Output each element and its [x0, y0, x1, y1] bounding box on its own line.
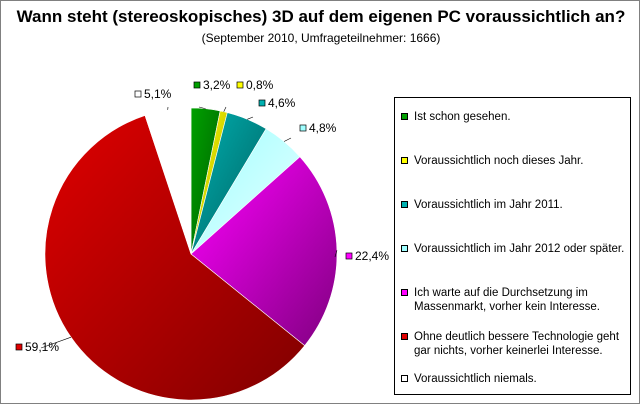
legend-swatch — [401, 375, 408, 382]
legend-swatch — [401, 157, 408, 164]
data-label-swatch — [345, 252, 353, 260]
data-label: 22,4% — [355, 249, 389, 263]
legend-label: Voraussichtlich noch dieses Jahr. — [414, 155, 584, 167]
data-label: 4,8% — [309, 121, 337, 135]
leader-line — [40, 336, 72, 349]
data-label-swatch — [134, 90, 142, 98]
legend-item: Voraussichtlich im Jahr 2011. — [401, 198, 629, 212]
chart-subtitle: (September 2010, Umfrageteilnehmer: 1666… — [201, 31, 441, 45]
legend-swatch — [401, 333, 408, 340]
legend-swatch — [401, 289, 408, 296]
leader-line — [283, 137, 292, 142]
chart-title: Wann steht (stereoskopisches) 3D auf dem… — [16, 7, 626, 26]
legend-item: Voraussichtlich niemals. — [401, 372, 629, 386]
legend-item: Ohne deutlich bessere Technologie geht g… — [401, 330, 629, 358]
legend-label: Voraussichtlich im Jahr 2012 oder später… — [414, 243, 625, 255]
legend-label: Ohne deutlich bessere Technologie geht g… — [414, 331, 620, 357]
legend-swatch — [401, 113, 408, 120]
legend-item: Ich warte auf die Durchsetzung im Massen… — [401, 286, 629, 314]
data-label: 4,6% — [268, 96, 296, 110]
data-label-swatch — [15, 343, 23, 351]
legend-item: Ist schon gesehen. — [401, 110, 629, 124]
data-label: 3,2% — [203, 78, 231, 92]
leader-line — [198, 106, 206, 110]
legend-item: Voraussichtlich noch dieses Jahr. — [401, 154, 629, 168]
legend-swatch — [401, 201, 408, 208]
leader-line — [247, 116, 254, 120]
data-label: 59,1% — [25, 340, 59, 354]
data-label: 5,1% — [144, 87, 172, 101]
legend: Ist schon gesehen. Voraussichtlich noch d… — [394, 97, 631, 395]
legend-label: Voraussichtlich im Jahr 2011. — [414, 199, 563, 211]
data-label-swatch — [299, 124, 307, 132]
legend-label: Ist schon gesehen. — [414, 111, 511, 123]
legend-label: Voraussichtlich niemals. — [414, 373, 537, 385]
data-label: 0,8% — [246, 78, 274, 92]
leader-line — [223, 106, 227, 112]
legend-label: Ich warte auf die Durchsetzung im Massen… — [414, 287, 600, 313]
data-label-swatch — [193, 81, 201, 89]
legend-item: Voraussichtlich im Jahr 2012 oder später… — [401, 242, 629, 256]
leader-line — [334, 250, 338, 258]
pie-slice — [144, 107, 192, 255]
data-label-swatch — [258, 99, 266, 107]
data-label-swatch — [236, 81, 244, 89]
legend-swatch — [401, 245, 408, 252]
